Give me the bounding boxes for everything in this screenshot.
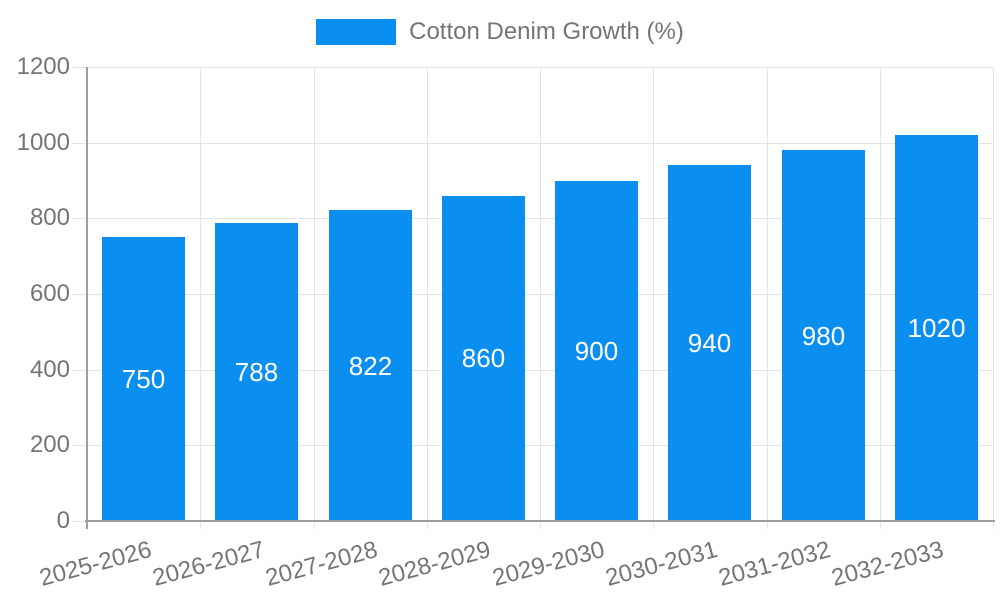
x-tick-label: 2030-2031 bbox=[602, 536, 721, 592]
v-gridline bbox=[653, 67, 654, 529]
y-tick-label: 800 bbox=[29, 204, 70, 231]
bar bbox=[442, 196, 525, 521]
bar bbox=[895, 135, 978, 521]
bar-value-label: 980 bbox=[801, 321, 846, 351]
bar bbox=[102, 237, 185, 521]
y-tick-label: 1200 bbox=[16, 53, 70, 80]
y-tick-label: 400 bbox=[29, 356, 70, 383]
legend: Cotton Denim Growth (%) bbox=[0, 18, 1000, 46]
bar bbox=[215, 223, 298, 521]
v-gridline bbox=[427, 67, 428, 529]
x-tick-label: 2029-2030 bbox=[489, 536, 608, 592]
y-tick-label: 600 bbox=[29, 280, 70, 307]
bar-value-label: 1020 bbox=[907, 313, 966, 343]
bar-value-label: 788 bbox=[234, 357, 279, 387]
h-gridline bbox=[72, 370, 993, 371]
y-tick-label: 0 bbox=[56, 507, 70, 534]
x-axis-line bbox=[85, 520, 995, 522]
bar-value-label: 900 bbox=[574, 336, 619, 366]
bar bbox=[782, 150, 865, 521]
x-tick-label: 2027-2028 bbox=[262, 536, 381, 592]
v-gridline bbox=[880, 67, 881, 529]
v-gridline bbox=[540, 67, 541, 529]
y-tick-label: 200 bbox=[29, 431, 70, 458]
bar-value-label: 750 bbox=[121, 364, 166, 394]
h-gridline bbox=[72, 218, 993, 219]
legend-swatch bbox=[316, 19, 397, 45]
v-gridline bbox=[314, 67, 315, 529]
bar-value-label: 940 bbox=[687, 328, 732, 358]
y-axis-line bbox=[86, 67, 88, 529]
h-gridline bbox=[72, 143, 993, 144]
bar-value-label: 860 bbox=[461, 343, 506, 373]
bar bbox=[329, 210, 412, 521]
bar-value-label: 822 bbox=[348, 351, 393, 381]
h-gridline bbox=[72, 67, 993, 68]
v-gridline bbox=[767, 67, 768, 529]
h-gridline bbox=[72, 445, 993, 446]
x-tick-label: 2026-2027 bbox=[149, 536, 268, 592]
legend-label: Cotton Denim Growth (%) bbox=[409, 18, 684, 45]
bar bbox=[555, 181, 638, 522]
x-tick-label: 2031-2032 bbox=[715, 536, 834, 592]
v-gridline bbox=[200, 67, 201, 529]
x-tick-label: 2032-2033 bbox=[828, 536, 947, 592]
bar bbox=[668, 165, 751, 521]
y-tick-label: 1000 bbox=[16, 129, 70, 156]
v-gridline bbox=[993, 67, 994, 529]
x-tick-label: 2025-2026 bbox=[36, 536, 155, 592]
h-gridline bbox=[72, 294, 993, 295]
x-tick-label: 2028-2029 bbox=[375, 536, 494, 592]
